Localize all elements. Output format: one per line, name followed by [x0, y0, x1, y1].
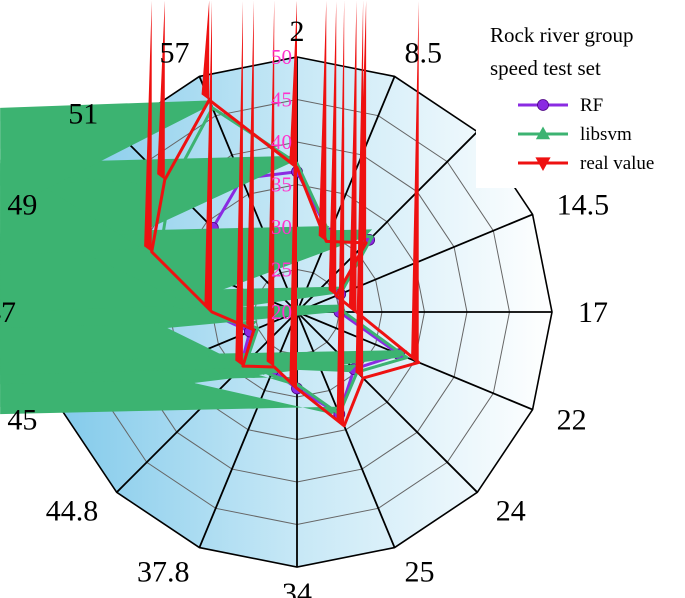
- legend-label: RF: [580, 95, 603, 116]
- category-label: 49: [7, 188, 37, 221]
- data-point: [201, 0, 210, 100]
- data-point: [204, 0, 213, 313]
- legend-label: real value: [580, 153, 654, 174]
- radial-tick-label: 50: [271, 45, 292, 69]
- category-label: 57: [159, 36, 189, 69]
- axis-spoke: [198, 76, 298, 313]
- data-point: [348, 0, 357, 313]
- radial-tick-label: 20: [271, 300, 292, 324]
- radial-tick-label: 25: [271, 258, 292, 282]
- category-label: 34: [282, 577, 312, 598]
- legend-item: RF: [518, 95, 603, 116]
- category-label: 22: [557, 404, 587, 437]
- legend-background: [476, 18, 682, 188]
- legend-marker: [535, 157, 551, 171]
- data-point: [235, 0, 243, 367]
- axis-spoke: [296, 131, 478, 313]
- data-point: [246, 0, 254, 330]
- category-label: 25: [405, 556, 435, 589]
- chart-series: [0, 0, 421, 428]
- category-label: 24: [496, 495, 526, 528]
- data-point: [289, 0, 298, 389]
- radial-tick-label: 35: [271, 173, 292, 197]
- data-point: [0, 159, 160, 256]
- category-label: 37.8: [137, 556, 190, 589]
- legend-label: libsvm: [580, 124, 632, 145]
- radial-tick-label: 45: [271, 88, 292, 112]
- data-point: [0, 245, 246, 364]
- legend-title-line2: speed test set: [490, 56, 601, 80]
- category-label: 8.5: [405, 36, 443, 69]
- axis-spoke: [198, 311, 298, 548]
- data-point: [328, 0, 337, 296]
- data-point: [318, 0, 327, 242]
- radial-tick-label: 30: [271, 215, 292, 239]
- data-point: [0, 339, 340, 415]
- series-real-value: [144, 0, 421, 428]
- category-label: 14.5: [557, 188, 610, 221]
- data-point: [0, 257, 258, 329]
- axis-spoke: [296, 311, 478, 493]
- category-label: 51: [68, 97, 98, 130]
- data-point: [0, 212, 212, 313]
- category-label: 2: [290, 15, 305, 48]
- data-point: [336, 0, 345, 426]
- legend-title-line1: Rock river group: [490, 23, 633, 47]
- category-label: 45: [7, 404, 37, 437]
- radial-tick-labels: 20 25 30 35 40 45 50: [271, 45, 292, 324]
- axis-spoke: [296, 76, 396, 313]
- data-point: [144, 0, 152, 252]
- data-point: [355, 0, 364, 379]
- axis-spoke: [296, 311, 396, 548]
- category-label: 17: [578, 296, 608, 329]
- legend-marker: [535, 126, 551, 140]
- legend-item: libsvm: [518, 124, 632, 145]
- data-point: [157, 0, 165, 180]
- legend: Rock river group speed test set RF libsvm…: [476, 18, 682, 188]
- data-point: [411, 0, 419, 363]
- category-label: 44.8: [46, 495, 99, 528]
- radial-tick-label: 40: [271, 130, 292, 154]
- legend-marker: [537, 99, 549, 111]
- data-point: [266, 0, 275, 367]
- category-label: 47: [0, 296, 16, 329]
- legend-item: real value: [518, 153, 654, 174]
